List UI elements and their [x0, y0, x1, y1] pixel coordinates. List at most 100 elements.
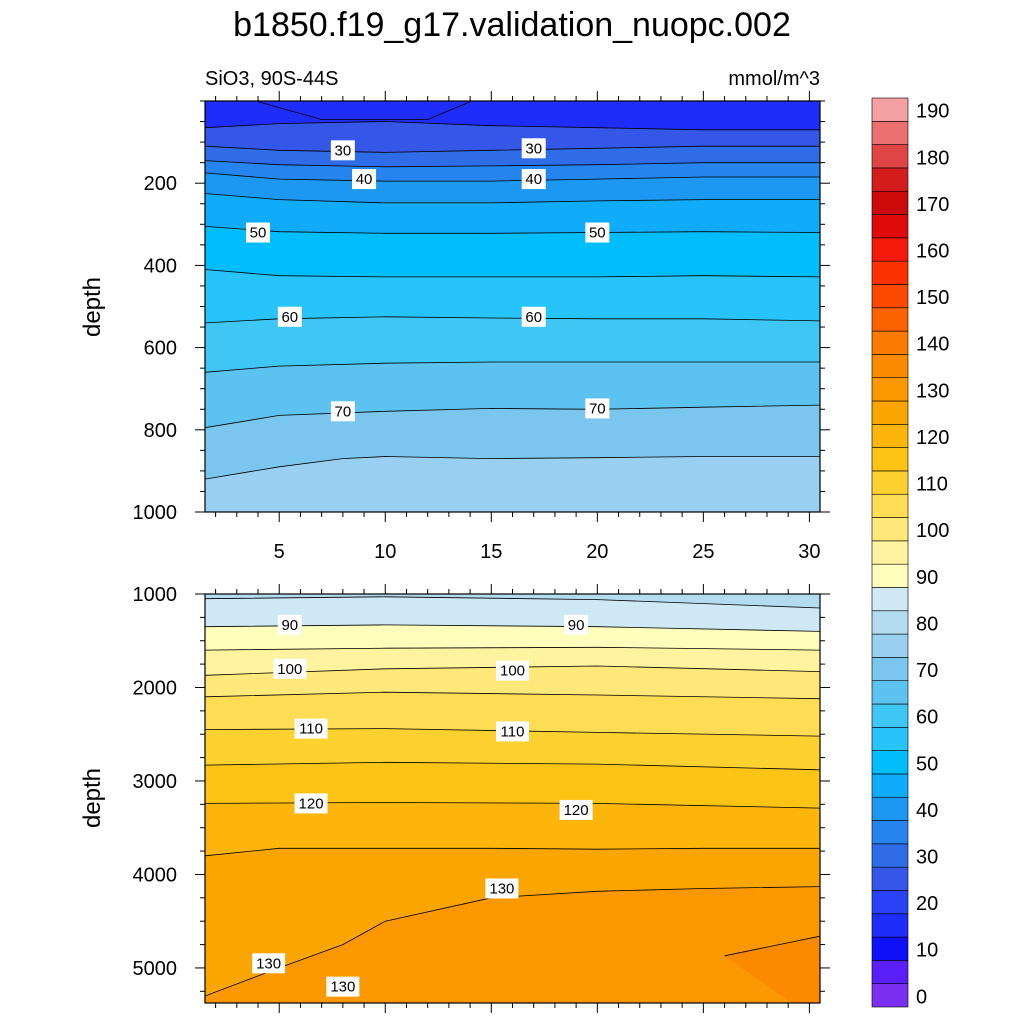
colorbar-label: 160 [916, 241, 949, 263]
contour-label-text: 60 [525, 309, 542, 326]
upper-contour-label-2: 40 [352, 169, 377, 190]
lower-panel: 90 90 100 100 110 110 120 120 130 130 130 1000 2000 3… [133, 584, 830, 1013]
colorbar-box [871, 913, 909, 938]
lower-y-axis-label: depth [79, 768, 106, 828]
lower-band-135 [724, 936, 820, 1003]
contour-label-text: 60 [281, 309, 298, 326]
lower-contour-95 [205, 646, 820, 651]
contour-label-text: 30 [335, 142, 352, 159]
contour-label-text: 130 [256, 955, 281, 972]
colorbar-box [871, 563, 909, 588]
contour-label-bg [521, 169, 546, 190]
contour-label-bg [585, 222, 610, 243]
contour-label-text: 70 [335, 403, 352, 420]
upper-contour-label-4: 50 [246, 222, 271, 243]
upper-band-20 [258, 101, 471, 120]
colorbar-box [871, 190, 909, 215]
contour-label-text: 70 [589, 400, 606, 417]
colorbar-box [871, 843, 909, 868]
colorbar-box [871, 447, 909, 472]
upper-band-75 [205, 456, 820, 512]
colorbar-box [871, 517, 909, 542]
contour-label-text: 40 [525, 171, 542, 188]
lower-contour-115 [205, 761, 820, 771]
upper-contour-45 [205, 193, 820, 204]
colorbar-box [871, 354, 909, 378]
contour-label-text: 100 [500, 663, 525, 680]
colorbar-box [871, 377, 909, 402]
upper-y-tick-label: 200 [144, 173, 177, 195]
upper-contour-50 [205, 226, 820, 234]
colorbar-box [871, 866, 909, 891]
upper-fill-group [205, 101, 820, 512]
colorbar-box [871, 284, 909, 309]
colorbar-label: 90 [916, 567, 938, 589]
contour-label-bg [273, 658, 307, 679]
colorbar-box [871, 727, 909, 751]
upper-contour-label-9: 70 [585, 398, 610, 419]
colorbar-label: 10 [916, 940, 938, 962]
colorbar-label: 130 [916, 380, 949, 402]
contour-label-text: 100 [277, 661, 302, 678]
contour-label-text: 130 [330, 979, 355, 996]
colorbar-label: 40 [916, 800, 938, 822]
lower-contour-85 [205, 596, 820, 609]
lower-contour-label-3: 100 [496, 660, 529, 681]
upper-contour-label-8: 70 [330, 401, 355, 422]
colorbar-label: 140 [916, 334, 949, 356]
upper-y-tick-label: 600 [144, 338, 177, 360]
contour-label-bg [521, 138, 546, 159]
upper-contour-55 [205, 269, 820, 278]
chart-title: b1850.f19_g17.validation_nuopc.002 [233, 6, 791, 44]
colorbar-box [871, 633, 909, 658]
colorbar-box [871, 703, 909, 728]
colorbar-label: 180 [916, 147, 949, 169]
lower-contour-130 [205, 886, 820, 997]
lower-contour-label-1: 90 [564, 614, 589, 635]
contour-label-bg [252, 953, 286, 974]
contour-label-bg [521, 306, 546, 327]
lower-contour-label-7: 120 [559, 799, 593, 820]
colorbar-box [871, 890, 909, 915]
lower-contour-label-4: 110 [294, 718, 328, 739]
colorbar-box [871, 97, 909, 122]
colorbar-label: 110 [916, 474, 948, 496]
lower-contour-label-2: 100 [273, 658, 307, 679]
upper-contour-label-7: 60 [521, 306, 546, 327]
colorbar-box [871, 773, 909, 798]
upper-contour-label-0: 30 [330, 140, 355, 161]
colorbar-label: 0 [916, 986, 927, 1008]
colorbar-label: 170 [916, 194, 949, 216]
colorbar-box [871, 260, 909, 285]
contour-label-bg [330, 140, 355, 161]
contour-label-bg [352, 169, 377, 190]
upper-x-tick-label: 10 [374, 541, 396, 563]
colorbar-box [871, 680, 909, 705]
colorbar-box [871, 330, 909, 355]
upper-contour-40 [205, 172, 820, 182]
contour-label-bg [559, 799, 593, 820]
upper-x-tick-label: 15 [480, 541, 502, 563]
upper-contour-65 [205, 361, 820, 373]
upper-x-tick-label: 30 [798, 541, 820, 563]
colorbar-box [871, 960, 909, 984]
lower-contour-label-8: 130 [485, 878, 519, 899]
colorbar-box [871, 610, 909, 635]
contour-label-bg [585, 398, 610, 419]
upper-contour-25 [205, 121, 820, 131]
contour-label-bg [294, 718, 328, 739]
upper-contour-35 [205, 160, 820, 168]
contour-label-text: 120 [299, 795, 324, 812]
contour-label-text: 90 [281, 617, 298, 634]
colorbar-label: 120 [916, 427, 949, 449]
contour-label-text: 90 [568, 617, 585, 634]
colorbar-label: 190 [916, 101, 949, 123]
contour-label-text: 40 [356, 171, 373, 188]
colorbar-box [871, 400, 909, 425]
colorbar-label: 150 [916, 287, 949, 309]
colorbar-box [871, 796, 909, 821]
upper-contour-label-5: 50 [585, 222, 610, 243]
upper-contour-label-3: 40 [521, 169, 546, 190]
colorbar-label: 20 [916, 893, 938, 915]
colorbar-label: 50 [916, 753, 938, 775]
